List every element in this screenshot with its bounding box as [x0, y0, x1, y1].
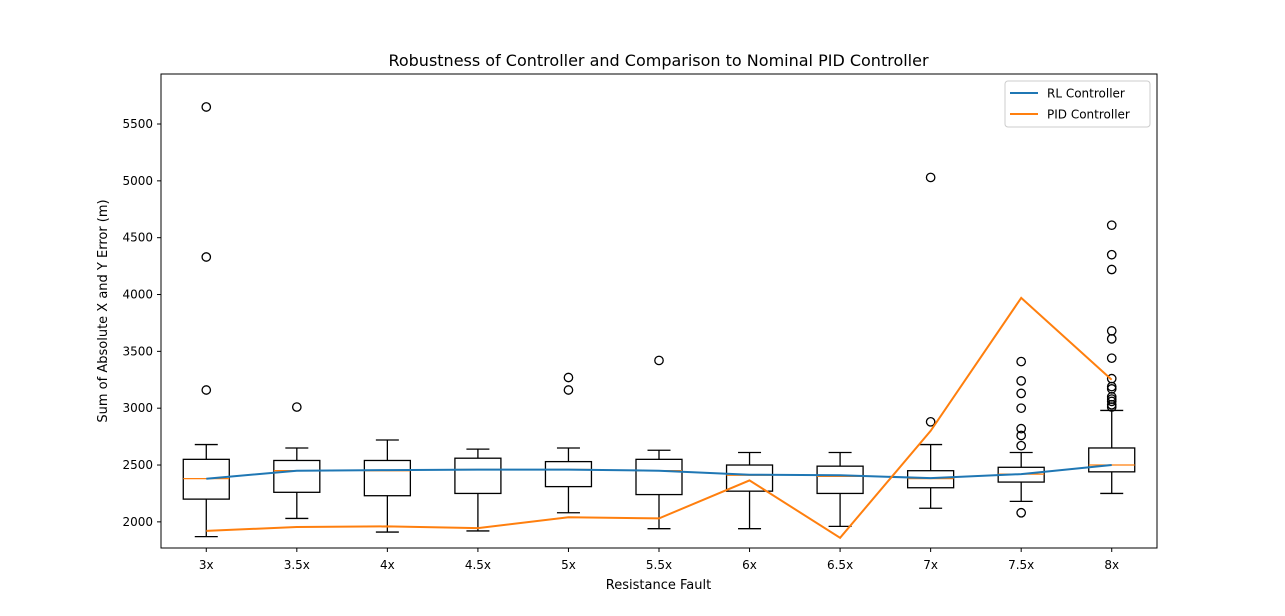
box-body: [544, 460, 593, 488]
outlier-point: [1016, 376, 1027, 386]
outlier-point: [201, 385, 212, 395]
outlier-point: [1016, 403, 1027, 414]
outlier-point: [1016, 440, 1027, 451]
outlier-point: [1016, 430, 1027, 441]
y-tick-label: 5500: [122, 117, 153, 131]
box-body: [454, 457, 502, 495]
y-tick-label: 4000: [122, 288, 153, 302]
outlier-point: [654, 355, 664, 366]
y-tick-label: 3000: [122, 401, 153, 415]
axes-layer: 3x 3.5x 4x 4.5x 5x 5.5x 6x 6.5x 7x 7.5x 8x 2000 2500…: [122, 73, 1158, 572]
legend: RL Controller PID Controller: [1004, 80, 1151, 128]
outlier-point: [1106, 264, 1117, 275]
box-3x: [182, 102, 230, 538]
x-tick-label: 5.5x: [646, 558, 672, 572]
outlier-point: [291, 402, 302, 412]
x-tick-label: 6.5x: [827, 558, 853, 572]
box-6.5x: [816, 451, 864, 528]
outlier-point: [201, 102, 212, 112]
x-tick-label: 3x: [199, 558, 214, 572]
y-axis-label: Sum of Absolute X and Y Error (m): [96, 199, 111, 422]
lines-layer: [206, 296, 1113, 540]
x-axis-label: Resistance Fault: [606, 578, 711, 593]
outlier-point: [1106, 220, 1117, 231]
outlier-point: [1106, 373, 1117, 384]
outlier-point: [1016, 507, 1027, 518]
x-tick-label: 7x: [923, 558, 938, 572]
box-8x: [1088, 220, 1136, 495]
chart-title: Robustness of Controller and Comparison …: [388, 51, 929, 70]
legend-box: [1004, 80, 1151, 128]
box-body: [816, 465, 864, 495]
outlier-point: [925, 172, 936, 183]
x-tick-label: 4.5x: [465, 558, 491, 572]
x-tick-label: 6x: [742, 558, 757, 572]
series-line-1: [206, 296, 1113, 540]
y-tick-label: 5000: [122, 174, 153, 188]
y-tick-label: 2000: [122, 515, 153, 529]
outlier-point: [925, 416, 936, 427]
outlier-point: [1106, 249, 1117, 260]
outlier-point: [1106, 326, 1117, 336]
outlier-point: [1016, 356, 1027, 367]
outlier-point: [201, 252, 212, 262]
y-tick-label: 3500: [122, 344, 153, 358]
x-tick-label: 4x: [380, 558, 395, 572]
series-line-0: [206, 464, 1112, 480]
outlier-point: [1016, 388, 1027, 399]
box-body: [1088, 447, 1136, 473]
box-body: [725, 464, 774, 492]
outlier-point: [1106, 353, 1117, 364]
outlier-point: [563, 385, 574, 395]
legend-label-1: PID Controller: [1047, 108, 1130, 122]
boxes-layer: [182, 102, 1136, 538]
box-body: [363, 459, 412, 497]
outlier-point: [563, 372, 574, 383]
y-tick-label: 2500: [122, 458, 153, 472]
y-tick-label: 4500: [122, 231, 153, 245]
box-body: [273, 459, 321, 493]
x-tick-label: 3.5x: [284, 558, 310, 572]
x-tick-label: 7.5x: [1008, 558, 1034, 572]
legend-label-0: RL Controller: [1047, 87, 1125, 101]
outlier-point: [1016, 423, 1027, 434]
x-tick-label: 8x: [1104, 558, 1119, 572]
x-tick-label: 5x: [561, 558, 576, 572]
box-body: [635, 458, 683, 496]
